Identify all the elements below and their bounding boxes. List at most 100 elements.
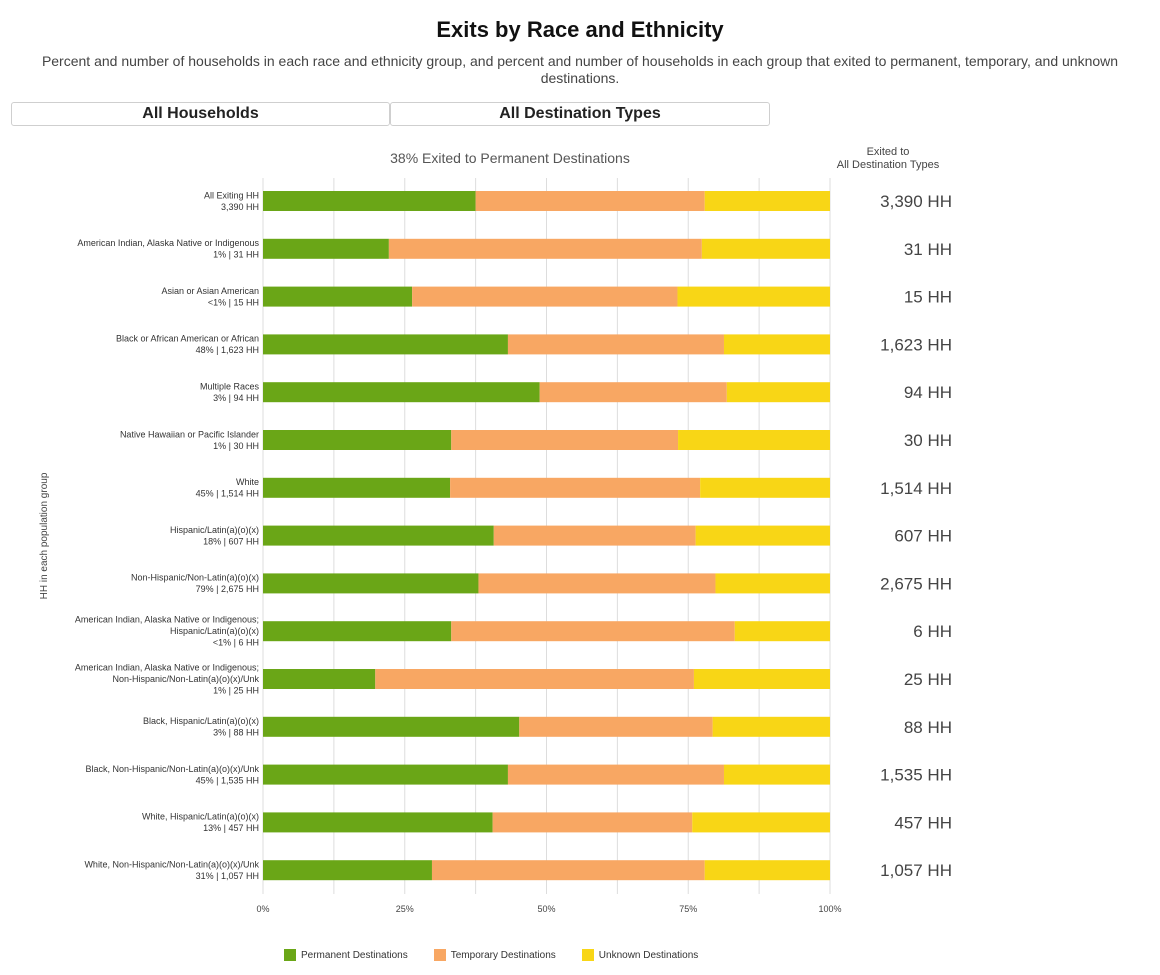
bar-permanent xyxy=(263,669,376,689)
bar-permanent xyxy=(263,621,452,642)
chart-title: 38% Exited to Permanent Destinations xyxy=(390,150,630,166)
row-total-label: 607 HH xyxy=(894,527,952,546)
x-tick-label: 75% xyxy=(679,904,697,914)
bar-unknown xyxy=(723,334,830,355)
household-filter-button[interactable]: All Households xyxy=(11,102,390,126)
bar-permanent xyxy=(263,430,452,450)
bar-temporary xyxy=(507,334,724,355)
right-column-header: All Destination Types xyxy=(837,159,940,171)
category-label: Non-Hispanic/Non-Latin(a)(o)(x) xyxy=(131,573,259,583)
category-label: White xyxy=(236,477,259,487)
category-share-label: 13% | 457 HH xyxy=(203,823,259,833)
category-share-label: 45% | 1,514 HH xyxy=(196,489,259,499)
row-total-label: 25 HH xyxy=(904,670,952,689)
row-total-label: 3,390 HH xyxy=(880,192,952,211)
legend-item-permanent[interactable]: Permanent Destinations xyxy=(284,949,408,961)
bar-unknown xyxy=(723,764,830,785)
category-label: Hispanic/Latin(a)(o)(x) xyxy=(170,626,259,636)
category-share-label: 3% | 94 HH xyxy=(213,393,259,403)
bar-unknown xyxy=(700,477,830,498)
legend-label-permanent: Permanent Destinations xyxy=(301,949,408,961)
bar-permanent xyxy=(263,812,493,833)
bar-temporary xyxy=(478,573,716,594)
row-total-label: 1,623 HH xyxy=(880,335,952,354)
category-share-label: 48% | 1,623 HH xyxy=(196,345,259,355)
bar-temporary xyxy=(475,191,705,211)
bar-unknown xyxy=(715,573,830,594)
destination-filter-button[interactable]: All Destination Types xyxy=(390,102,770,126)
x-tick-label: 50% xyxy=(537,904,555,914)
page-subtitle: Percent and number of households in each… xyxy=(41,53,1119,86)
exits-chart: 38% Exited to Permanent Destinations Exit… xyxy=(39,146,952,914)
category-label: American Indian, Alaska Native or Indige… xyxy=(75,615,259,625)
right-column-header: Exited to xyxy=(867,146,910,158)
row-total-label: 15 HH xyxy=(904,288,952,307)
category-label: Black, Hispanic/Latin(a)(o)(x) xyxy=(143,716,259,726)
bar-temporary xyxy=(493,525,696,546)
category-share-label: 3% | 88 HH xyxy=(213,728,259,738)
row-total-label: 31 HH xyxy=(904,240,952,259)
category-share-label: 3,390 HH xyxy=(221,202,259,212)
category-label: Non-Hispanic/Non-Latin(a)(o)(x)/Unk xyxy=(112,674,259,684)
bar-permanent xyxy=(263,238,389,259)
category-share-label: 31% | 1,057 HH xyxy=(196,871,259,881)
row-total-label: 1,535 HH xyxy=(880,766,952,785)
category-share-label: 79% | 2,675 HH xyxy=(196,584,259,594)
bar-unknown xyxy=(726,382,830,403)
bar-temporary xyxy=(492,812,693,833)
category-label: American Indian, Alaska Native or Indige… xyxy=(75,663,259,673)
category-label: Multiple Races xyxy=(200,381,260,391)
bar-temporary xyxy=(451,430,679,450)
category-label: Asian or Asian American xyxy=(161,286,259,296)
bar-unknown xyxy=(677,286,830,307)
x-tick-label: 0% xyxy=(256,904,269,914)
row-total-label: 30 HH xyxy=(904,431,952,450)
row-total-label: 1,057 HH xyxy=(880,861,952,880)
category-label: Hispanic/Latin(a)(o)(x) xyxy=(170,525,259,535)
chart-legend: Permanent Destinations Temporary Destina… xyxy=(284,949,724,961)
legend-label-temporary: Temporary Destinations xyxy=(450,949,556,961)
row-total-label: 1,514 HH xyxy=(880,479,952,498)
legend-item-temporary[interactable]: Temporary Destinations xyxy=(433,949,556,961)
x-tick-label: 100% xyxy=(818,904,841,914)
category-share-label: 45% | 1,535 HH xyxy=(196,775,259,785)
category-label: Black or African American or African xyxy=(116,334,259,344)
category-label: White, Non-Hispanic/Non-Latin(a)(o)(x)/U… xyxy=(84,859,259,869)
bar-unknown xyxy=(701,238,830,259)
row-total-label: 88 HH xyxy=(904,718,952,737)
bar-permanent xyxy=(263,191,476,211)
category-label: Black, Non-Hispanic/Non-Latin(a)(o)(x)/U… xyxy=(85,764,259,774)
y-axis-label: HH in each population group xyxy=(39,472,50,599)
bar-temporary xyxy=(507,764,724,785)
bar-permanent xyxy=(263,573,479,594)
bar-unknown xyxy=(692,812,830,833)
category-label: American Indian, Alaska Native or Indige… xyxy=(77,238,259,248)
bar-permanent xyxy=(263,764,508,785)
page-title: Exits by Race and Ethnicity xyxy=(436,17,724,42)
bar-permanent xyxy=(263,382,540,403)
bar-unknown xyxy=(734,621,830,642)
bar-unknown xyxy=(678,430,830,450)
category-label: White, Hispanic/Latin(a)(o)(x) xyxy=(142,812,259,822)
bar-unknown xyxy=(704,860,830,881)
bar-permanent xyxy=(263,716,520,737)
x-tick-label: 25% xyxy=(396,904,414,914)
bar-permanent xyxy=(263,286,413,307)
category-share-label: 1% | 30 HH xyxy=(213,441,259,451)
row-total-label: 457 HH xyxy=(894,813,952,832)
category-share-label: <1% | 15 HH xyxy=(208,297,259,307)
bar-temporary xyxy=(375,669,694,689)
bar-unknown xyxy=(695,525,830,546)
row-total-label: 94 HH xyxy=(904,383,952,402)
legend-label-unknown: Unknown Destinations xyxy=(598,949,699,961)
category-share-label: <1% | 6 HH xyxy=(213,638,259,648)
legend-item-unknown[interactable]: Unknown Destinations xyxy=(581,949,699,961)
legend-swatch-temporary xyxy=(433,949,446,961)
legend-swatch-unknown xyxy=(581,949,594,961)
bar-permanent xyxy=(263,860,432,881)
category-label: Native Hawaiian or Pacific Islander xyxy=(120,429,259,439)
bar-unknown xyxy=(704,191,830,211)
bar-permanent xyxy=(263,334,508,355)
bar-temporary xyxy=(388,238,702,259)
bar-unknown xyxy=(712,716,830,737)
